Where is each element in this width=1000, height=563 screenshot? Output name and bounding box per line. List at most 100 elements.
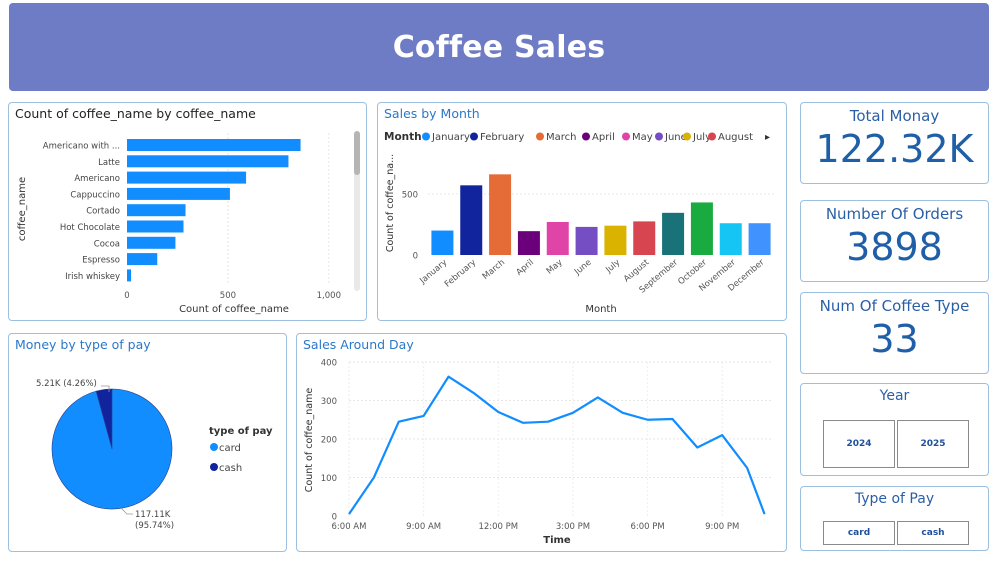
- pie-label-cash: 5.21K (4.26%): [36, 379, 97, 389]
- money-by-pay-chart: 5.21K (4.26%) 117.11K(95.74%) type of pay c…: [36, 379, 273, 531]
- month-legend-label: February: [480, 132, 524, 143]
- sales-by-month-panel[interactable]: Sales by Month Month January February March…: [377, 102, 787, 321]
- coffee-category-label: Espresso: [82, 256, 120, 266]
- month-bar: [719, 223, 742, 255]
- month-bar: [460, 185, 483, 255]
- day-y-axis-title: Count of coffee_name: [304, 388, 315, 493]
- coffee-bar: [127, 204, 186, 217]
- year-option-2024[interactable]: 2024: [823, 420, 895, 468]
- month-x-tick: May: [545, 258, 565, 277]
- money-by-pay-title: Money by type of pay: [15, 337, 151, 352]
- orders-value: 3898: [846, 225, 943, 269]
- coffee-category-label: Cocoa: [94, 239, 120, 249]
- sales-around-day-title: Sales Around Day: [303, 337, 414, 352]
- month-bar: [431, 230, 454, 255]
- pie-legend-swatch: [210, 443, 218, 451]
- sales-by-month-title: Sales by Month: [384, 106, 480, 121]
- day-x-tick: 6:00 AM: [332, 522, 367, 532]
- month-x-tick: March: [481, 258, 507, 282]
- year-slicer: Year 2024 2025: [800, 383, 989, 476]
- total-money-value: 122.32K: [815, 127, 974, 171]
- coffee-bar: [127, 253, 158, 266]
- orders-label: Number Of Orders: [825, 205, 964, 223]
- pay-option-cash[interactable]: cash: [897, 521, 969, 545]
- year-option-2025[interactable]: 2025: [897, 420, 969, 468]
- year-slicer-title: Year: [879, 388, 910, 404]
- chart-scrollbar-thumb[interactable]: [354, 131, 360, 175]
- day-y-tick: 300: [321, 397, 337, 407]
- month-legend-label: July: [692, 132, 711, 143]
- month-legend-swatch: [622, 132, 630, 141]
- coffee-bar: [127, 155, 289, 168]
- day-x-tick: 9:00 AM: [406, 522, 441, 532]
- page-title: Coffee Sales: [392, 29, 606, 65]
- day-y-tick: 200: [321, 436, 337, 446]
- pie-leader-line: [120, 507, 133, 515]
- coffee-category-label: Cortado: [86, 207, 120, 217]
- pie-legend-label: cash: [219, 463, 242, 474]
- sales-by-month-chart: Month January February March April May June Jul…: [384, 131, 774, 315]
- coffee-x-tick: 1,000: [317, 291, 341, 301]
- coffee-category-label: Cappuccino: [70, 190, 120, 200]
- chart-scrollbar[interactable]: [354, 131, 360, 291]
- month-legend-label: May: [632, 132, 653, 143]
- pie-label-card-value: 117.11K: [135, 510, 171, 520]
- month-legend-label: January: [431, 132, 470, 143]
- month-bar: [748, 223, 771, 255]
- day-series-line: [348, 375, 766, 515]
- month-legend-swatch: [708, 132, 716, 141]
- coffee-bar: [127, 171, 247, 184]
- coffee-count-title: Count of coffee_name by coffee_name: [15, 106, 256, 121]
- month-bar: [604, 225, 627, 255]
- total-money-label: Total Monay: [849, 107, 940, 125]
- coffee-bar: [127, 139, 301, 151]
- money-by-pay-panel[interactable]: Money by type of pay 5.21K (4.26%) 117.11…: [8, 333, 287, 552]
- month-bar: [546, 222, 569, 255]
- pie-slice-card: [51, 388, 173, 510]
- coffee-category-label: Americano: [74, 174, 120, 184]
- month-bar: [575, 226, 598, 255]
- month-x-tick: April: [515, 258, 536, 278]
- month-bar: [633, 221, 656, 255]
- coffee-bar: [127, 236, 176, 249]
- month-x-tick: July: [603, 258, 622, 276]
- month-bar: [489, 174, 512, 255]
- coffee-category-label: Americano with ...: [43, 142, 120, 152]
- month-y-tick: 0: [413, 252, 418, 262]
- pie-leader-line: [101, 385, 110, 392]
- pay-type-slicer-title: Type of Pay: [854, 491, 935, 507]
- month-legend-label: June: [664, 132, 687, 143]
- day-y-tick: 100: [321, 474, 337, 484]
- sales-around-day-panel[interactable]: Sales Around Day 0 100 200 300 400 6:00 AM 9:0…: [296, 333, 787, 552]
- legend-next-arrow: ▸: [765, 132, 770, 143]
- month-y-tick: 500: [402, 190, 418, 200]
- coffee-x-tick: 0: [124, 291, 129, 301]
- coffee-types-label: Num Of Coffee Type: [819, 297, 970, 315]
- pay-type-slicer: Type of Pay card cash: [800, 486, 989, 551]
- coffee-bar: [127, 187, 230, 200]
- month-bar: [662, 212, 685, 255]
- month-legend-label: April: [592, 132, 615, 143]
- day-x-tick: 6:00 PM: [630, 522, 664, 532]
- month-legend-swatch: [422, 132, 430, 141]
- total-money-card: Total Monay 122.32K: [800, 102, 989, 184]
- coffee-count-panel[interactable]: Count of coffee_name by coffee_name Amer…: [8, 102, 367, 321]
- coffee-y-axis-title: coffee_name: [17, 177, 28, 241]
- month-legend-swatch: [655, 132, 663, 141]
- pie-legend-label: card: [219, 443, 241, 454]
- month-x-tick: June: [572, 258, 593, 278]
- header-banner: Coffee Sales: [9, 3, 989, 91]
- day-x-tick: 3:00 PM: [556, 522, 590, 532]
- coffee-types-card: Num Of Coffee Type 33: [800, 292, 989, 374]
- month-legend-title: Month: [384, 131, 422, 143]
- month-legend-swatch: [470, 132, 478, 141]
- coffee-category-label: Latte: [98, 158, 120, 168]
- month-legend-label: August: [718, 132, 753, 143]
- day-y-tick: 0: [332, 513, 337, 523]
- pie-legend-title: type of pay: [209, 426, 273, 437]
- day-x-tick: 12:00 PM: [478, 522, 518, 532]
- sales-around-day-chart: 0 100 200 300 400 6:00 AM 9:00 AM 12:00 PM 3:00 …: [304, 359, 772, 546]
- coffee-count-chart: Americano with ... Latte Americano Cappucci…: [17, 133, 341, 315]
- pay-option-card[interactable]: card: [823, 521, 895, 545]
